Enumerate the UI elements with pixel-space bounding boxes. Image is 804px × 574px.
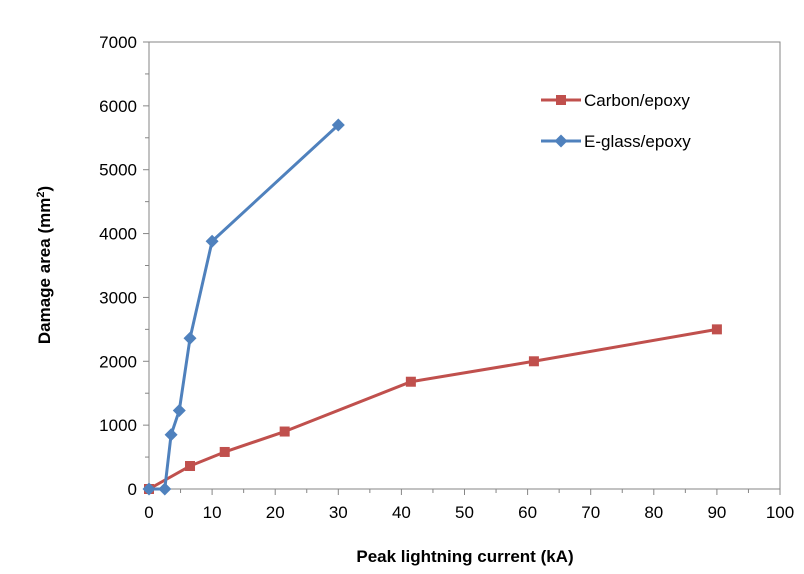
data-point-e-glass-epoxy xyxy=(164,428,178,442)
y-axis-title-superscript: 2 xyxy=(35,192,47,198)
data-point-carbon-epoxy xyxy=(405,376,416,387)
y-axis-title: Damage area (mm2) xyxy=(35,186,54,344)
series-line-e-glass-epoxy xyxy=(149,123,340,491)
data-point-e-glass-epoxy xyxy=(172,403,186,417)
series-line-carbon-epoxy xyxy=(148,327,718,491)
y-tick-label: 0 xyxy=(128,480,137,499)
series-layer xyxy=(142,118,722,496)
series-carbon-epoxy xyxy=(144,324,722,494)
x-tick-label: 70 xyxy=(581,503,600,522)
data-point-carbon-epoxy xyxy=(185,461,196,472)
data-point-e-glass-epoxy xyxy=(142,482,156,496)
data-point-e-glass-epoxy xyxy=(205,234,219,248)
x-tick-label: 0 xyxy=(144,503,153,522)
series-e-glass-epoxy xyxy=(142,118,345,496)
x-axis-title: Peak lightning current (kA) xyxy=(356,547,573,566)
data-point-e-glass-epoxy xyxy=(331,118,345,132)
y-tick-label: 3000 xyxy=(99,288,137,307)
x-tick-label: 80 xyxy=(644,503,663,522)
legend-entry-e-glass-epoxy: E-glass/epoxy xyxy=(541,132,691,151)
tick-labels: 0 10 20 30 40 50 60 70 80 90 100010002000300040005… xyxy=(99,33,794,522)
y-tick-label: 2000 xyxy=(99,352,137,371)
x-tick-label: 50 xyxy=(455,503,474,522)
data-point-e-glass-epoxy xyxy=(158,482,172,496)
data-point-carbon-epoxy xyxy=(279,426,290,437)
x-tick-label: 90 xyxy=(707,503,726,522)
x-tick-label: 60 xyxy=(518,503,537,522)
data-point-carbon-epoxy xyxy=(528,356,539,367)
y-tick-label: 7000 xyxy=(99,33,137,52)
x-tick-label: 10 xyxy=(203,503,222,522)
legend-entry-carbon-epoxy: Carbon/epoxy xyxy=(541,91,690,110)
legend-swatch-marker xyxy=(556,95,566,105)
x-tick-label: 100 xyxy=(766,503,794,522)
legend-label: E-glass/epoxy xyxy=(584,132,691,151)
x-tick-label: 20 xyxy=(266,503,285,522)
y-tick-label: 4000 xyxy=(99,225,137,244)
y-tick-label: 1000 xyxy=(99,416,137,435)
y-tick-label: 6000 xyxy=(99,97,137,116)
x-tick-label: 30 xyxy=(329,503,348,522)
y-axis-title-main: Damage area (mm xyxy=(35,198,54,344)
y-tick-label: 5000 xyxy=(99,161,137,180)
data-point-carbon-epoxy xyxy=(711,324,722,335)
legend-label: Carbon/epoxy xyxy=(584,91,690,110)
data-point-carbon-epoxy xyxy=(219,446,230,457)
data-point-e-glass-epoxy xyxy=(183,331,197,345)
x-tick-label: 40 xyxy=(392,503,411,522)
y-axis-title-end: ) xyxy=(35,186,54,192)
legend: Carbon/epoxy E-glass/epoxy xyxy=(541,91,691,151)
legend-swatch-marker xyxy=(554,134,568,148)
